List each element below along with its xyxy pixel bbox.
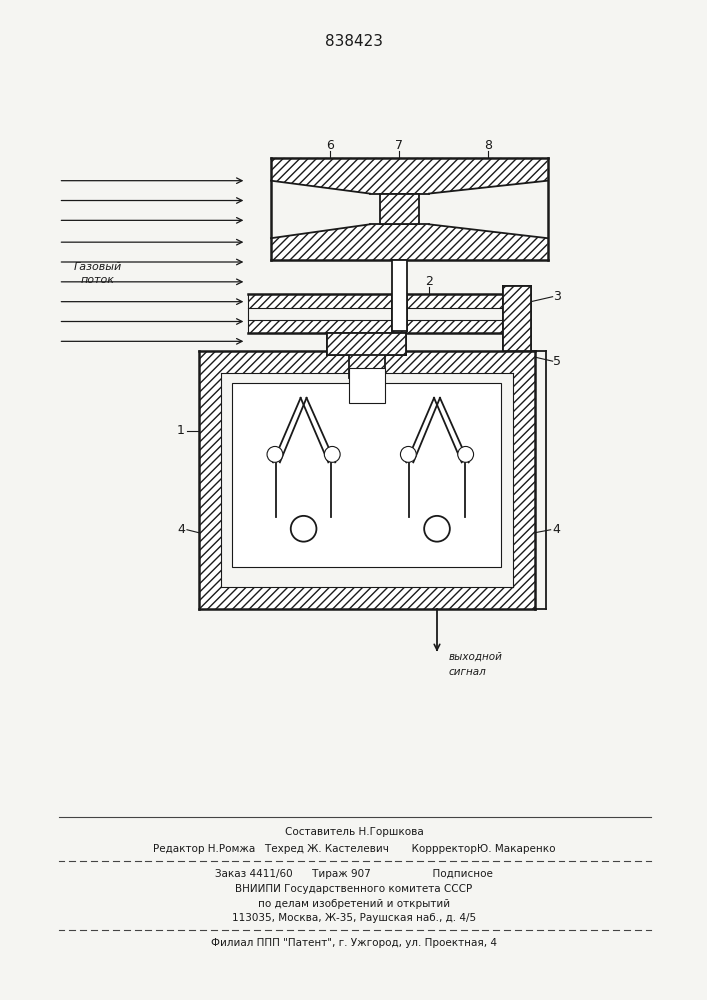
Text: 8: 8	[484, 139, 492, 152]
Polygon shape	[199, 351, 534, 373]
Bar	[349, 368, 385, 403]
Text: 4: 4	[553, 523, 561, 536]
Text: ВНИИПИ Государственного комитета СССР: ВНИИПИ Государственного комитета СССР	[235, 884, 472, 894]
Text: 113035, Москва, Ж-35, Раушская наб., д. 4/5: 113035, Москва, Ж-35, Раушская наб., д. …	[232, 913, 476, 923]
Text: 6: 6	[327, 139, 334, 152]
Text: Редактор Н.Ромжа   Техред Ж. Кастелевич       КоррректорЮ. Макаренко: Редактор Н.Ромжа Техред Ж. Кастелевич Ко…	[153, 844, 555, 854]
Text: 7: 7	[395, 139, 404, 152]
Text: 3: 3	[553, 290, 561, 303]
Polygon shape	[513, 351, 534, 609]
Text: 1: 1	[177, 424, 185, 437]
Polygon shape	[199, 587, 534, 609]
Polygon shape	[271, 224, 548, 260]
Circle shape	[424, 516, 450, 542]
Text: Составитель Н.Горшкова: Составитель Н.Горшкова	[285, 827, 423, 837]
Text: 838423: 838423	[325, 34, 383, 49]
Circle shape	[267, 446, 283, 462]
Polygon shape	[271, 158, 548, 194]
Text: выходной: выходной	[449, 652, 503, 662]
Circle shape	[457, 446, 474, 462]
Text: по делам изобретений и открытий: по делам изобретений и открытий	[258, 899, 450, 909]
Text: Филиал ППП "Патент", г. Ужгород, ул. Проектная, 4: Филиал ППП "Патент", г. Ужгород, ул. Про…	[211, 938, 497, 948]
Bar	[380, 194, 419, 224]
Circle shape	[291, 516, 317, 542]
Text: сигнал: сигнал	[449, 667, 486, 677]
Bar	[503, 286, 531, 351]
Polygon shape	[248, 294, 503, 308]
Polygon shape	[248, 320, 503, 333]
Text: Заказ 4411/60      Тираж 907                   Подписное: Заказ 4411/60 Тираж 907 Подписное	[215, 869, 493, 879]
Bar	[392, 260, 407, 331]
Text: поток: поток	[81, 275, 115, 285]
Circle shape	[400, 446, 416, 462]
Polygon shape	[199, 351, 221, 609]
Bar	[327, 333, 407, 355]
Bar	[233, 383, 501, 567]
Circle shape	[325, 446, 340, 462]
Text: Газовый: Газовый	[74, 262, 122, 272]
Text: 5: 5	[553, 355, 561, 368]
Text: 2: 2	[425, 275, 433, 288]
Text: 4: 4	[177, 523, 185, 536]
